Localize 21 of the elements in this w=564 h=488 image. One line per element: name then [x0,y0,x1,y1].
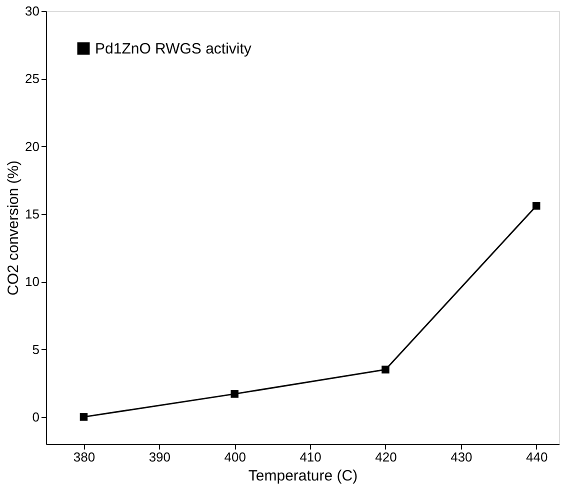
x-axis-title: Temperature (C) [248,468,358,484]
x-tick-label: 420 [375,450,397,464]
y-tick-label: 5 [32,342,40,357]
x-tick-label: 440 [526,450,548,464]
y-tick-label: 20 [25,138,40,154]
point [230,390,238,398]
point [382,366,390,374]
x-tick-label: 410 [300,450,322,464]
y-tick-label: 0 [32,409,40,424]
x-tick-label: 400 [224,450,246,464]
x-tick-label: 390 [148,450,171,464]
legend-label: Pd1ZnO RWGS activity [95,40,252,58]
x-tick-label: 380 [73,450,96,464]
y-tick-label: 15 [25,206,40,222]
y-tick-label: 25 [25,71,40,86]
y-tick-label: 30 [25,4,40,18]
y-axis-title: CO2 conversion (%) [5,160,22,296]
y-tick-label: 10 [25,274,40,290]
point [80,413,88,421]
point [532,202,540,210]
x-tick-label: 430 [450,450,472,464]
